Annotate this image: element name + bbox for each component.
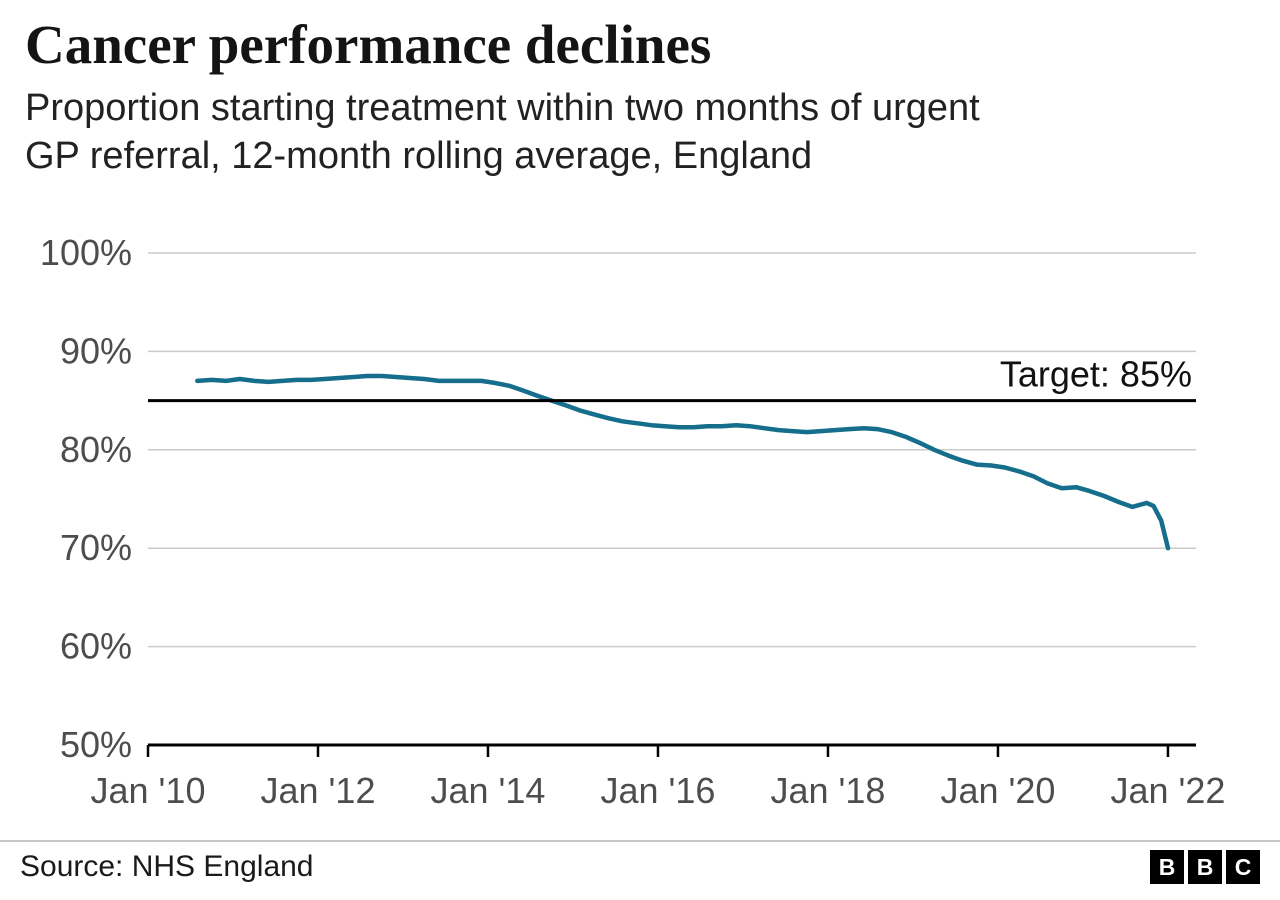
x-tick-label: Jan '22 [1110, 770, 1225, 811]
y-tick-label: 70% [60, 527, 132, 568]
x-tick-label: Jan '14 [430, 770, 545, 811]
y-tick-label: 100% [40, 232, 132, 273]
y-tick-label: 60% [60, 625, 132, 666]
bbc-logo: B B C [1150, 849, 1260, 884]
x-tick-label: Jan '18 [770, 770, 885, 811]
x-tick-label: Jan '20 [940, 770, 1055, 811]
y-tick-label: 90% [60, 330, 132, 371]
source-label: Source: NHS England [20, 849, 314, 883]
chart-subtitle-line-2: GP referral, 12-month rolling average, E… [25, 135, 813, 178]
chart-title: Cancer performance declines [25, 14, 712, 75]
line-chart: 100% 90% 80% 70% 60% 50% Jan '10 Jan '12 Jan '14… [40, 232, 1226, 811]
y-tick-label: 80% [60, 429, 132, 470]
x-tick-label: Jan '16 [600, 770, 715, 811]
footer: Source: NHS England B B C [0, 842, 1280, 884]
chart-subtitle-line-1: Proportion starting treatment within two… [25, 86, 980, 129]
bbc-logo-block-b2: B [1188, 849, 1222, 884]
series-line [195, 373, 1171, 551]
bbc-logo-block-c: C [1226, 849, 1260, 884]
footer-divider [0, 839, 1280, 842]
x-tick-label: Jan '10 [91, 770, 206, 811]
bbc-logo-block-b1: B [1150, 849, 1184, 884]
y-tick-label: 50% [60, 724, 132, 765]
x-tick-label: Jan '12 [261, 770, 376, 811]
target-label: Target: 85% [1000, 353, 1192, 394]
chart-subtitle: Proportion starting treatment within two… [0, 84, 1280, 181]
